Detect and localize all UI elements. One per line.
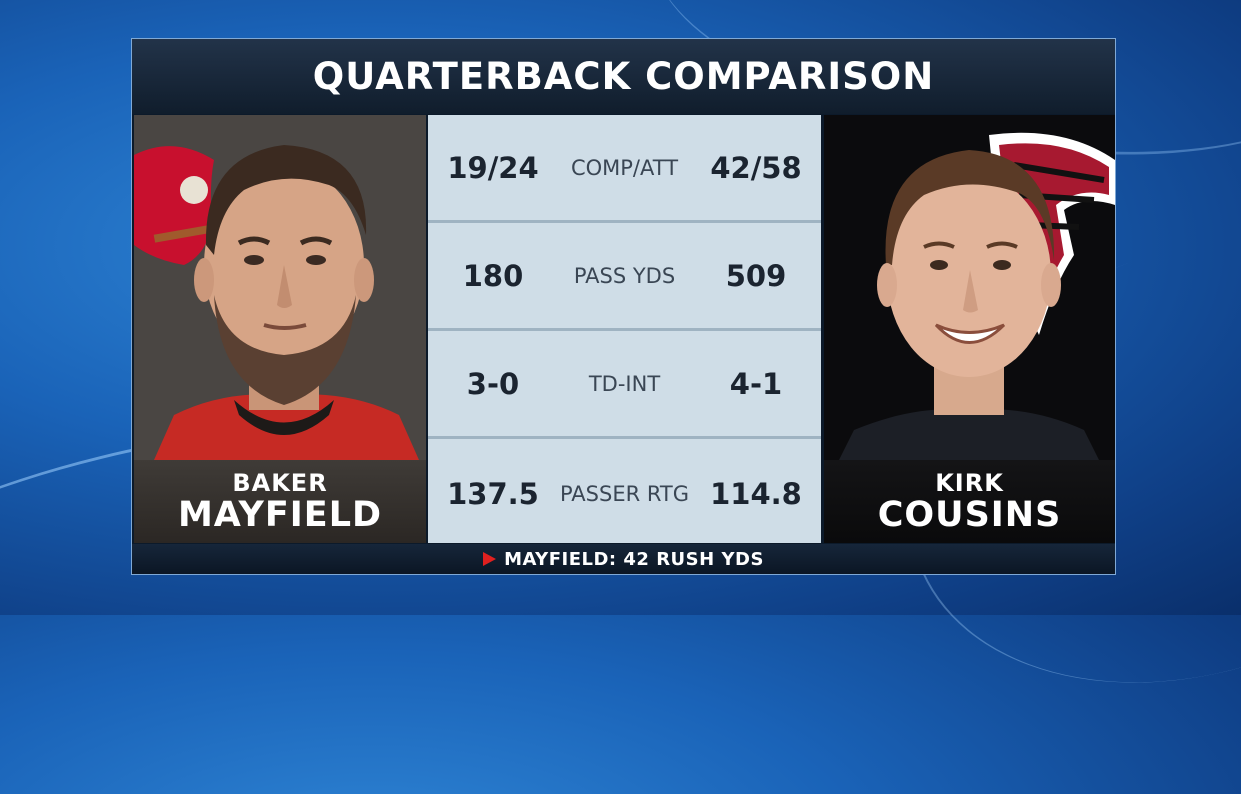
player-nameplate-left: BAKER MAYFIELD: [134, 460, 426, 543]
stat-label: PASSER RTG: [559, 481, 690, 506]
buccaneers-logo: [134, 146, 214, 265]
player-nameplate-right: KIRK COUSINS: [824, 460, 1115, 543]
stat-row: 19/24 COMP/ATT 42/58: [428, 115, 821, 223]
stat-label: COMP/ATT: [570, 155, 679, 180]
player-last-name: COUSINS: [877, 494, 1062, 535]
stat-right-value: 42/58: [710, 150, 802, 185]
stat-label: TD-INT: [588, 371, 661, 396]
stats-table: 19/24 COMP/ATT 42/58 180 PASS YDS 509 3-…: [428, 115, 821, 543]
comparison-panel: QUARTERBACK COMPARISON: [131, 38, 1116, 575]
player-card-right: KIRK COUSINS: [824, 115, 1115, 543]
footer-ticker: MAYFIELD: 42 RUSH YDS: [132, 544, 1115, 574]
stat-row: 137.5 PASSER RTG 114.8: [428, 439, 821, 548]
stat-left-value: 180: [462, 258, 524, 293]
stat-row: 3-0 TD-INT 4-1: [428, 331, 821, 439]
player-photo-left: [134, 115, 426, 460]
stat-left-value: 3-0: [466, 366, 520, 401]
player-last-name: MAYFIELD: [177, 494, 383, 535]
player-first-name: BAKER: [232, 468, 328, 497]
stat-label: PASS YDS: [573, 263, 676, 288]
stat-right-value: 114.8: [710, 476, 802, 511]
player-first-name: KIRK: [935, 468, 1004, 497]
play-icon: [483, 552, 497, 566]
stat-left-value: 137.5: [447, 476, 539, 511]
player-photo-right: [824, 115, 1115, 460]
player-card-left: BAKER MAYFIELD: [134, 115, 426, 543]
panel-title: QUARTERBACK COMPARISON: [132, 39, 1115, 114]
stat-right-value: 4-1: [729, 366, 783, 401]
stat-left-value: 19/24: [447, 150, 539, 185]
footer-text: MAYFIELD: 42 RUSH YDS: [504, 548, 764, 570]
stat-right-value: 509: [725, 258, 787, 293]
stat-row: 180 PASS YDS 509: [428, 223, 821, 331]
